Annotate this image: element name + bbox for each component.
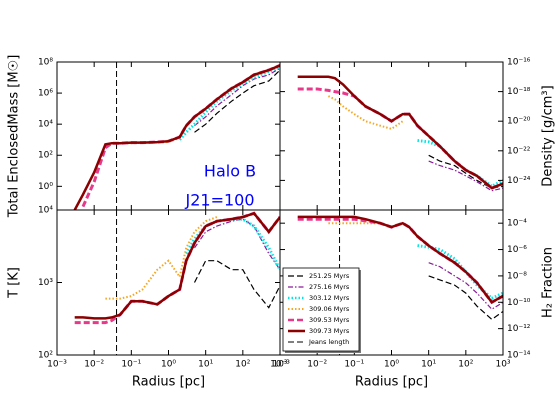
x-tick-label: 10¹ bbox=[421, 360, 436, 370]
x-tick-label: 10⁰ bbox=[161, 360, 176, 370]
series-line bbox=[194, 67, 280, 127]
y-axis-label: Density [g/cm³] bbox=[541, 85, 556, 186]
plot-area bbox=[73, 62, 280, 210]
y-tick-label: 10⁻²² bbox=[507, 146, 531, 156]
annotation: Halo B bbox=[204, 162, 256, 181]
y-tick-label: 10⁻¹⁸ bbox=[507, 87, 531, 97]
x-tick-label: 10² bbox=[458, 360, 473, 370]
series-line bbox=[428, 160, 503, 192]
legend-label: 303.12 Myrs bbox=[309, 294, 350, 302]
y-axis-label: Total EnclosedMass [M☉] bbox=[7, 55, 22, 219]
plot-frame bbox=[56, 209, 281, 356]
series-line bbox=[193, 260, 280, 309]
x-tick-label: 10³ bbox=[272, 360, 287, 370]
y-tick-label: 10⁻²⁴ bbox=[507, 176, 531, 186]
y-tick-label: 10² bbox=[38, 151, 53, 161]
y-tick-label: 10⁻¹⁰ bbox=[507, 298, 531, 308]
y-tick-label: 10⁻⁴ bbox=[507, 219, 527, 229]
x-tick-label: 10⁻³ bbox=[270, 360, 290, 370]
x-tick-label: 10⁻² bbox=[307, 360, 327, 370]
series-line bbox=[428, 262, 503, 310]
y-tick-label: 10⁶ bbox=[38, 89, 53, 99]
y-tick-label: 10⁴ bbox=[38, 206, 53, 216]
x-tick-label: 10⁻¹ bbox=[344, 360, 364, 370]
series-line bbox=[74, 211, 280, 320]
plot-frame bbox=[279, 209, 504, 356]
series-line bbox=[417, 244, 503, 301]
series-line bbox=[194, 69, 280, 133]
x-tick-label: 10² bbox=[235, 360, 250, 370]
x-tick-label: 10⁻² bbox=[84, 360, 104, 370]
plot-area bbox=[74, 210, 280, 355]
series-line bbox=[105, 216, 218, 300]
y-tick-label: 10⁸ bbox=[38, 58, 53, 68]
x-tick-label: 10³ bbox=[495, 360, 510, 370]
plot-frame bbox=[279, 61, 504, 211]
legend-label: Jeans length bbox=[308, 338, 349, 346]
y-tick-label: 10⁻¹² bbox=[507, 324, 531, 334]
y-tick-label: 10⁻¹⁶ bbox=[507, 58, 531, 68]
y-axis-label: T [K] bbox=[7, 267, 22, 299]
x-axis-label: Radius [pc] bbox=[355, 375, 428, 390]
legend-label: 309.73 Myrs bbox=[309, 327, 350, 335]
y-tick-label: 10² bbox=[38, 351, 53, 361]
legend-label: 309.53 Myrs bbox=[309, 316, 350, 324]
series-line bbox=[328, 222, 404, 229]
series-line bbox=[327, 95, 404, 130]
annotation: J21=100 bbox=[184, 191, 254, 210]
x-tick-label: 10⁻¹ bbox=[121, 360, 141, 370]
y-tick-label: 10³ bbox=[38, 278, 53, 288]
legend-label: 275.16 Myrs bbox=[309, 283, 350, 291]
plot-area bbox=[297, 62, 503, 210]
series-line bbox=[417, 139, 503, 189]
y-tick-label: 10⁻⁸ bbox=[507, 271, 527, 281]
series-line bbox=[73, 64, 280, 210]
x-tick-label: 10⁰ bbox=[384, 360, 399, 370]
y-tick-label: 10⁻²⁰ bbox=[507, 117, 531, 127]
legend-label: 309.06 Myrs bbox=[309, 305, 350, 313]
y-tick-label: 10⁰ bbox=[38, 182, 53, 192]
x-tick-label: 10¹ bbox=[198, 360, 213, 370]
series-line bbox=[74, 211, 280, 325]
series-line bbox=[428, 275, 503, 321]
series-line bbox=[297, 215, 503, 304]
y-tick-label: 10⁻⁶ bbox=[507, 245, 527, 255]
y-tick-label: 10⁴ bbox=[38, 120, 53, 130]
y-tick-label: 10⁻¹⁴ bbox=[507, 351, 531, 361]
x-tick-label: 10⁻³ bbox=[47, 360, 67, 370]
series-line bbox=[297, 75, 503, 190]
series-line bbox=[428, 154, 503, 189]
legend-label: 251.25 Myrs bbox=[309, 272, 350, 280]
x-axis-label: Radius [pc] bbox=[132, 375, 205, 390]
y-axis-label: H₂ Fraction bbox=[541, 247, 556, 318]
series-line bbox=[178, 65, 280, 141]
